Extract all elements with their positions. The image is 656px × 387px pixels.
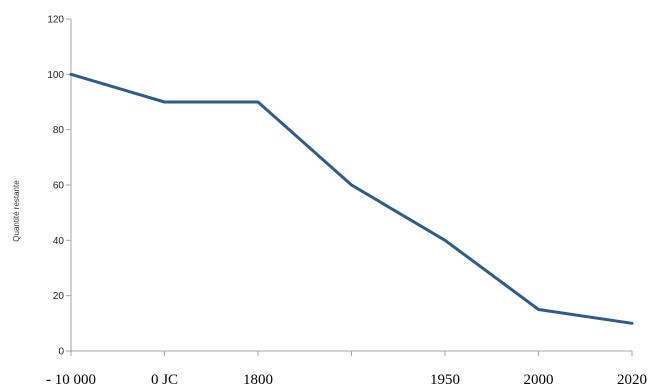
y-tick-label: 0 (58, 347, 64, 358)
series-line (69, 72, 634, 325)
x-tick-label: 2000 (524, 372, 554, 387)
y-tick-label: 40 (53, 236, 65, 247)
y-axis-label: Quantité restante (12, 180, 21, 242)
y-tick-label: 80 (53, 125, 65, 136)
y-tick-label: 60 (53, 181, 65, 192)
y-axis-ticks: 0 20 40 60 80 100 120 (47, 15, 71, 358)
y-tick-label: 100 (47, 70, 64, 81)
x-axis-ticks: - 10 000 0 JC 1800 1950 2000 2020 (46, 351, 647, 387)
x-tick-label: 0 JC (151, 372, 178, 387)
series (69, 72, 634, 325)
y-tick-label: 120 (47, 15, 64, 26)
x-tick-label: 1800 (243, 372, 273, 387)
y-tick-label: 20 (53, 291, 65, 302)
x-tick-label: 2020 (617, 372, 647, 387)
x-tick-label: - 10 000 (46, 372, 96, 387)
x-tick-label: 1950 (430, 372, 460, 387)
